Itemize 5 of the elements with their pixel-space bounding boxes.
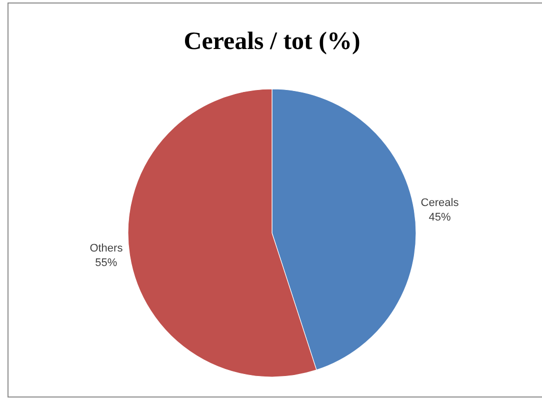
chart-title: Cereals / tot (%) (184, 28, 360, 55)
slice-label: Others (90, 242, 124, 255)
slice-label: Cereals (420, 197, 460, 209)
data-label: 55% (95, 257, 118, 269)
data-label: 45% (428, 211, 451, 224)
